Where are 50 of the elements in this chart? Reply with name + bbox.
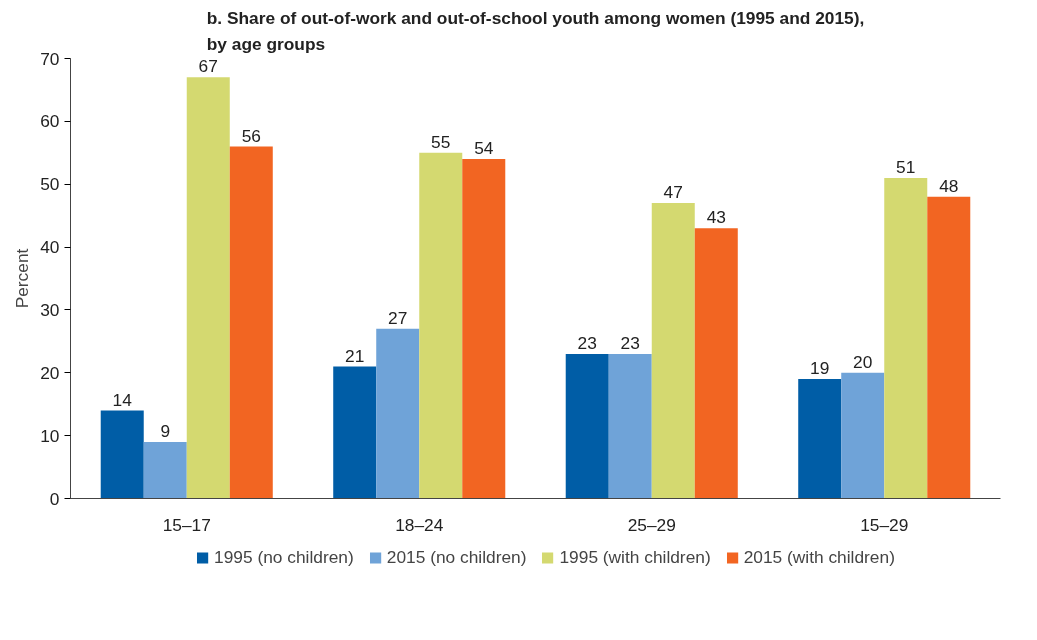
bar [884,177,928,499]
y-tick-label: 40 [40,237,60,258]
bar [798,379,842,499]
bar [608,353,652,499]
bar [841,372,885,499]
data-label: 56 [241,125,261,146]
data-label: 20 [853,351,873,372]
bar [229,146,273,499]
x-tick-label: 25–29 [627,514,676,535]
bar [419,152,463,499]
bar [143,441,187,499]
data-label: 27 [388,307,408,328]
data-label: 9 [160,420,171,441]
bar [462,159,506,499]
legend-label: 1995 (with children) [559,546,711,568]
data-label: 47 [663,182,683,203]
data-label: 54 [474,138,494,159]
data-label: 67 [198,56,218,77]
data-label: 55 [431,131,451,152]
y-tick-label: 60 [40,111,60,132]
y-tick-label: 50 [40,174,60,195]
legend-label: 2015 (no children) [386,546,527,568]
data-label: 51 [896,156,916,177]
bar [186,77,230,499]
bar [927,196,971,499]
y-tick-label: 20 [40,362,60,383]
data-label: 23 [577,332,597,353]
y-tick-label: 30 [40,299,60,320]
legend-label: 1995 (no children) [214,546,354,568]
bar [651,203,695,499]
data-label: 23 [620,332,640,353]
bar [100,410,144,499]
legend-label: 2015 (with children) [743,546,895,568]
x-tick-label: 18–24 [395,514,444,535]
bar [694,228,738,499]
x-tick-label: 15–29 [860,514,909,535]
bar [376,328,420,499]
data-label: 43 [706,207,726,228]
x-tick-label: 15–17 [162,514,211,535]
y-tick-label: 70 [40,48,60,69]
y-tick-label: 0 [49,488,60,509]
bar [333,366,377,499]
bar [565,353,609,499]
data-label: 21 [345,345,365,366]
y-axis-title: Percent [12,248,33,309]
chart-title: b. Share of out-of-work and out-of-school youth among women (1995 and 2015), by age groups [206,7,865,54]
data-label: 14 [112,389,133,410]
data-label: 19 [810,358,830,379]
data-label: 48 [939,175,959,196]
y-tick-label: 10 [40,425,60,446]
